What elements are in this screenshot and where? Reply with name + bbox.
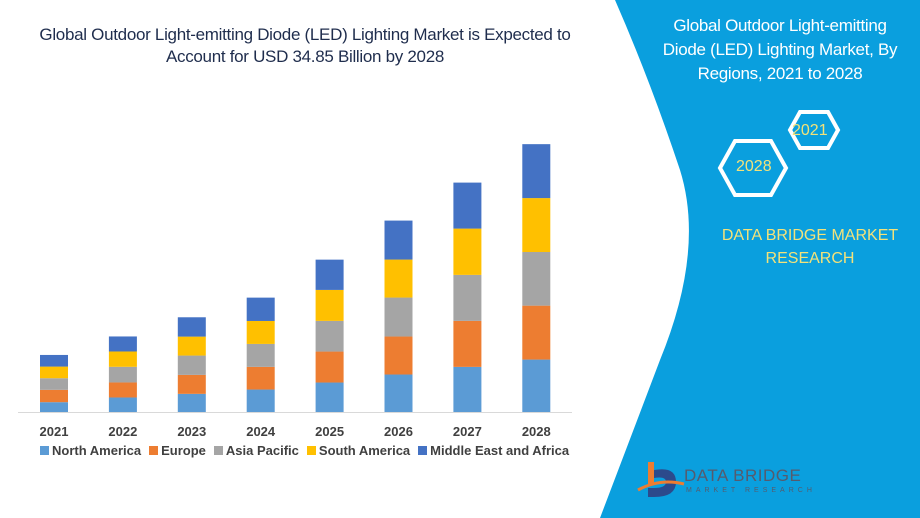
- hex-label-start: 2021: [792, 122, 828, 139]
- hex-label-end: 2028: [736, 158, 772, 175]
- brand-line-2: RESEARCH: [765, 250, 855, 267]
- bar-segment-2026-europe: [384, 336, 413, 375]
- bar-segment-2025-europe: [315, 351, 344, 383]
- legend-swatch: [40, 446, 49, 455]
- stacked-bar-chart: [40, 144, 551, 413]
- bar-segment-2022-middle-east-and-africa: [108, 336, 137, 352]
- bar-segment-2025-asia-pacific: [315, 320, 344, 352]
- bar-segment-2023-asia-pacific: [177, 355, 206, 375]
- bar-segment-2024-middle-east-and-africa: [246, 297, 275, 321]
- bar-segment-2027-north-america: [453, 366, 482, 413]
- logo-mark-icon: [637, 462, 685, 497]
- bar-segment-2021-north-america: [40, 402, 68, 413]
- bar-segment-2023-europe: [177, 374, 206, 394]
- legend-label: South America: [318, 443, 411, 458]
- legend-swatch: [306, 446, 316, 455]
- bar-segment-2022-asia-pacific: [108, 366, 137, 383]
- bar-segment-2021-asia-pacific: [40, 378, 68, 390]
- bar-segment-2025-middle-east-and-africa: [315, 259, 344, 290]
- bar-segment-2027-europe: [453, 320, 482, 367]
- bar-segment-2024-south-america: [246, 320, 275, 344]
- chart-title: Global Outdoor Light-emitting Diode (LED…: [39, 25, 571, 66]
- bar-segment-2021-middle-east-and-africa: [40, 354, 68, 367]
- bar-segment-2022-europe: [108, 382, 137, 398]
- bar-segment-2022-north-america: [108, 397, 137, 413]
- legend-label: Asia Pacific: [225, 443, 299, 458]
- bar-segment-2026-asia-pacific: [384, 297, 413, 337]
- legend-item: Middle East and Africa: [418, 443, 569, 458]
- bar-segment-2023-middle-east-and-africa: [177, 317, 206, 337]
- bar-segment-2026-north-america: [384, 374, 413, 413]
- legend-label: Europe: [161, 443, 206, 458]
- bar-segment-2024-north-america: [246, 389, 275, 413]
- legend-swatch: [213, 446, 223, 455]
- legend-item: Asia Pacific: [213, 443, 299, 458]
- bar-segment-2028-south-america: [522, 198, 551, 253]
- bar-segment-2027-south-america: [453, 228, 482, 275]
- legend-item: Europe: [149, 443, 206, 458]
- bar-segment-2026-middle-east-and-africa: [384, 220, 413, 260]
- legend-swatch: [418, 446, 428, 455]
- hexagon-2021: [787, 110, 841, 150]
- x-tick-label: 2025: [315, 424, 345, 439]
- bar-segment-2025-north-america: [315, 382, 344, 413]
- bar-segment-2024-europe: [246, 366, 275, 390]
- bar-segment-2028-asia-pacific: [522, 252, 551, 306]
- bar-segment-2021-europe: [40, 389, 68, 403]
- legend-swatch: [149, 446, 159, 455]
- x-tick-label: 2022: [108, 424, 138, 439]
- bar-segment-2024-asia-pacific: [246, 343, 275, 367]
- bar-segment-2025-south-america: [315, 289, 344, 321]
- bar-segment-2023-north-america: [177, 393, 206, 413]
- logo-text: DATA BRIDGE: [684, 466, 802, 485]
- x-tick-label: 2023: [177, 424, 207, 439]
- hexagon-2028: [717, 139, 789, 197]
- x-tick-label: 2026: [384, 424, 413, 439]
- bar-segment-2023-south-america: [177, 336, 206, 356]
- brand-text: DATA BRIDGE MARKET RESEARCH: [700, 224, 920, 270]
- legend-item: South America: [306, 443, 411, 458]
- bar-segment-2028-middle-east-and-africa: [522, 144, 551, 199]
- brand-line-1: DATA BRIDGE MARKET: [721, 227, 899, 244]
- x-tick-label: 2021: [39, 424, 69, 439]
- bar-segment-2028-europe: [522, 305, 551, 360]
- bar-segment-2028-north-america: [522, 359, 551, 413]
- legend-label: Middle East and Africa: [430, 443, 570, 458]
- bar-segment-2027-middle-east-and-africa: [453, 182, 482, 229]
- x-tick-label: 2027: [452, 424, 482, 439]
- x-tick-label: 2028: [521, 424, 551, 439]
- legend-item: North America: [40, 443, 141, 458]
- legend-label: North America: [52, 443, 142, 458]
- x-tick-label: 2024: [246, 424, 276, 439]
- bar-segment-2027-asia-pacific: [453, 274, 482, 321]
- panel-title: Global Outdoor Light-emitting Diode (LED…: [662, 16, 898, 83]
- logo-subtext: MARKET RESEARCH: [686, 487, 816, 494]
- bar-segment-2021-south-america: [40, 366, 68, 379]
- bar-segment-2022-south-america: [108, 351, 137, 367]
- bar-segment-2026-south-america: [384, 259, 413, 298]
- legend: North America Europe Asia Pacific South Ame…: [40, 443, 569, 458]
